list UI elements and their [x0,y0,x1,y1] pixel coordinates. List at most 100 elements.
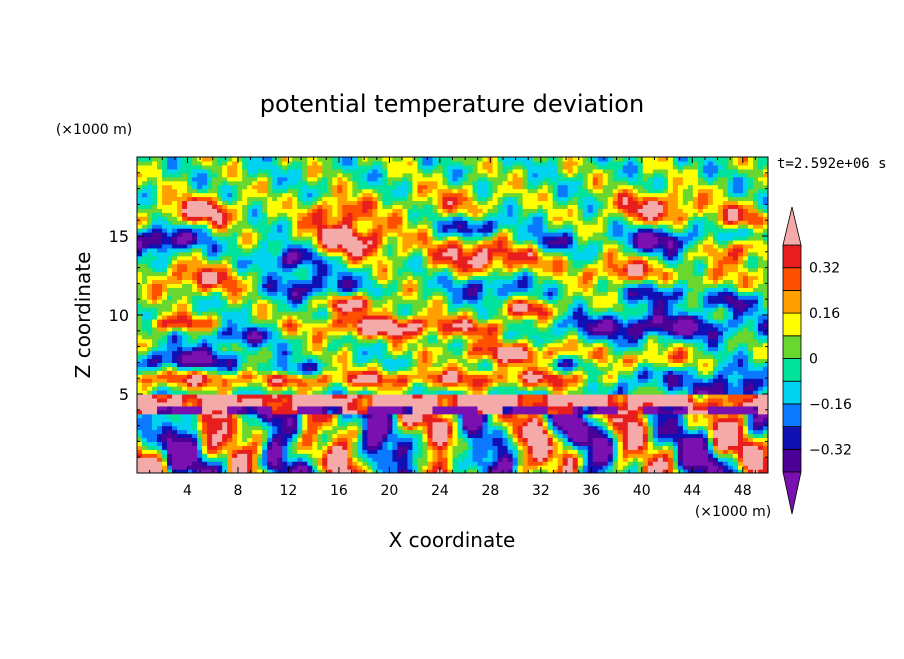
contour-cell [737,433,744,439]
contour-cell [307,247,313,253]
contour-cell [517,461,524,466]
contour-cell [762,239,768,245]
contour-cell [547,228,559,233]
contour-cell [707,267,714,273]
contour-cell [357,409,368,415]
contour-cell [257,342,263,348]
contour-cell [457,212,464,217]
contour-cell [577,224,604,229]
contour-cell [582,208,589,213]
contour-cell [612,465,619,470]
contour-cell [427,366,444,371]
contour-cell [607,228,614,233]
contour-cell [297,382,308,387]
contour-cell [287,449,293,454]
contour-cell [302,299,308,304]
contour-cell [252,441,258,446]
contour-cell [727,216,739,221]
contour-cell [642,461,649,466]
contour-cell [202,216,208,221]
contour-cell [312,232,318,237]
contour-cell [177,232,183,237]
contour-cell [572,453,579,458]
contour-cell [567,303,574,308]
contour-cell [442,469,449,473]
contour-cell [632,358,639,363]
contour-cell [722,275,739,281]
contour-cell [162,311,173,316]
contour-cell [442,338,449,344]
contour-cell [522,457,529,462]
contour-cell [432,425,449,431]
contour-cell [237,263,248,269]
contour-cell [412,251,424,257]
contour-cell [302,322,328,328]
contour-cell [282,315,288,320]
contour-cell [162,358,173,363]
contour-cell [477,311,489,316]
contour-cell [762,425,768,431]
contour-cell [332,358,338,363]
contour-cell [252,318,278,324]
contour-cell [407,457,414,462]
contour-cell [692,220,704,225]
contour-cell [622,279,644,284]
contour-cell [662,291,674,296]
contour-cell [352,346,358,352]
contour-cell [227,449,233,454]
contour-cell [612,429,619,435]
contour-cell [172,236,178,241]
contour-cell [222,461,228,466]
contour-cell [337,417,343,423]
contour-cell [347,378,353,383]
contour-cell [487,362,494,367]
contour-cell [472,390,484,395]
contour-cell [637,465,644,470]
contour-cell [187,204,213,209]
contour-cell [732,453,739,458]
contour-cell [292,397,353,403]
contour-cell [237,374,243,379]
contour-cell [547,287,559,292]
contour-cell [747,326,754,332]
contour-cell [662,469,669,473]
contour-cell [402,212,409,217]
contour-cell [597,275,609,281]
contour-cell [372,307,383,312]
contour-cell [192,271,198,277]
contour-cell [617,465,624,470]
contour-cell [522,212,529,217]
contour-cell [727,394,754,399]
contour-cell [482,421,489,427]
contour-cell [687,405,694,411]
contour-cell [462,318,469,324]
contour-cell [542,204,554,209]
contour-cell [342,208,363,213]
contour-cell [327,255,343,261]
contour-cell [662,370,669,375]
contour-cell [277,307,293,312]
contour-cell [662,334,674,340]
contour-cell [752,224,764,229]
contour-cell [282,251,288,257]
contour-cell [512,461,519,466]
contour-cell [297,220,313,225]
contour-cell [677,279,689,284]
contour-cell [682,378,704,383]
contour-cell [352,259,358,265]
contour-cell [172,251,178,257]
contour-cell [467,465,479,470]
contour-cell [582,311,589,316]
contour-cell [412,445,419,450]
contour-cell [322,346,328,352]
contour-cell [742,279,749,284]
contour-cell [762,386,768,391]
contour-cell [167,259,173,265]
contour-cell [557,322,569,328]
contour-cell [427,255,434,261]
contour-cell [167,322,188,328]
contour-cell [332,212,338,217]
contour-cell [442,287,449,292]
contour-cell [457,441,469,446]
contour-cell [742,378,764,383]
